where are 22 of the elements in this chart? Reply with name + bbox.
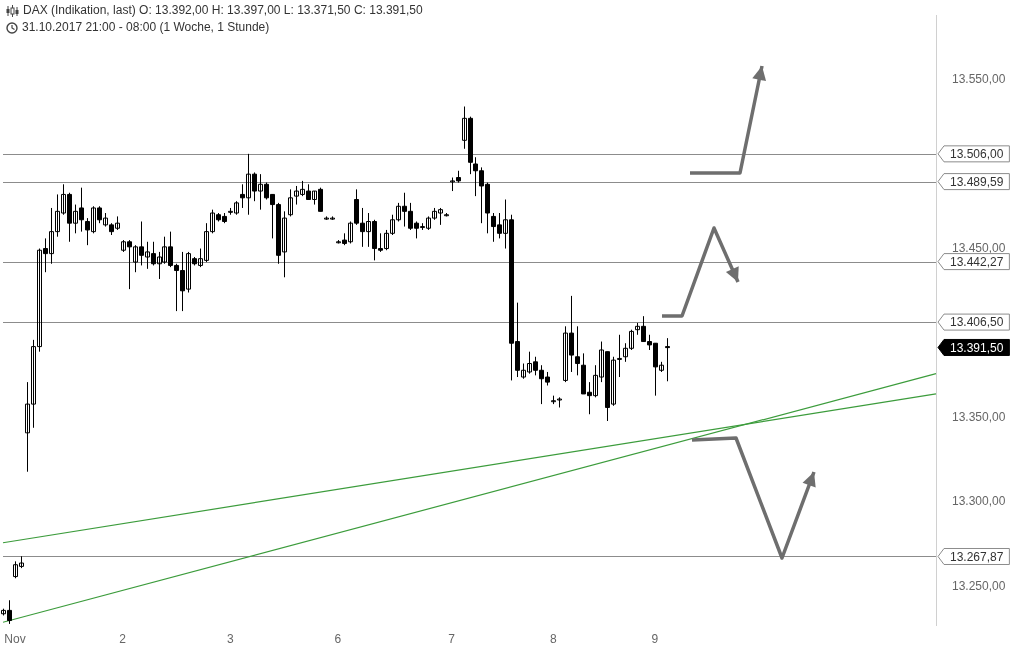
x-tick-label: 6 — [334, 632, 342, 647]
y-tick-label: 13.300,00 — [952, 494, 1006, 509]
text: 13.391,50 — [950, 340, 1004, 355]
y-tick-label: 13.450,00 — [952, 240, 1006, 255]
ref-line-label: 13.406,50 — [950, 315, 1004, 330]
y-tick-label: 13.250,00 — [952, 579, 1006, 594]
x-tick-label: Nov — [4, 632, 26, 647]
x-tick-label: 8 — [549, 632, 557, 647]
x-tick-label: 9 — [651, 632, 659, 647]
ref-line-label: 13.506,00 — [950, 147, 1004, 162]
chart-title: DAX (Indikation, last) O: 13.392,00 H: 13.397,00 L: 13.371,50 C: 13.391,50 — [23, 2, 423, 19]
ref-line-label: 13.489,59 — [950, 174, 1004, 189]
x-tick-label: 2 — [119, 632, 127, 647]
candlestick — [288, 188, 293, 217]
chart-subtitle: 31.10.2017 21:00 - 08:00 (1 Woche, 1 Stunde) — [22, 19, 270, 36]
candlestick — [575, 325, 580, 376]
x-tick-label: 3 — [226, 632, 234, 647]
y-tick-label: 13.550,00 — [952, 71, 1006, 86]
x-tick-label: 7 — [448, 632, 456, 647]
y-tick-label: 13.350,00 — [952, 409, 1006, 424]
ref-line-label: 13.267,87 — [950, 549, 1004, 564]
ref-line-label: 13.442,27 — [950, 254, 1004, 269]
